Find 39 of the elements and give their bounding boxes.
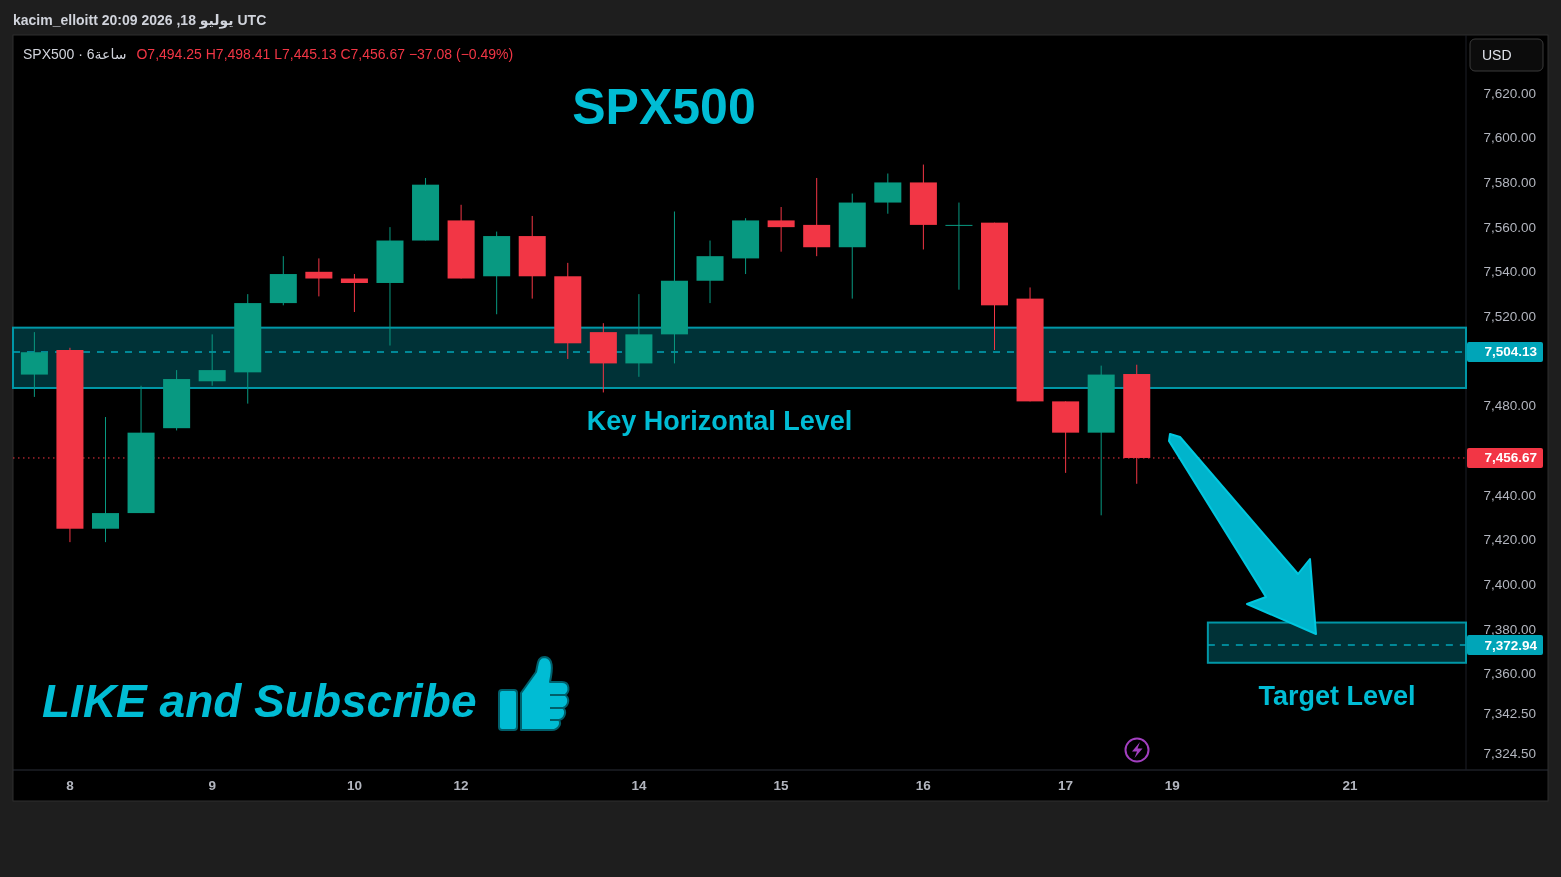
y-tick-label: 7,400.00 (1483, 577, 1536, 593)
annotation: LIKE and Subscribe (42, 675, 477, 727)
candlestick (91, 416, 120, 543)
x-tick-label: 15 (773, 777, 790, 793)
x-tick-label: 9 (208, 777, 216, 793)
y-tick-label: 7,380.00 (1483, 621, 1536, 637)
ref-line-label: 7,456.67 (1484, 450, 1537, 466)
y-tick-label: 7,440.00 (1483, 487, 1536, 503)
x-tick-label: 8 (66, 777, 75, 793)
band-label: Key Horizontal Level (586, 405, 853, 436)
y-axis-title: USD (1482, 47, 1512, 63)
x-tick-label: 12 (453, 777, 469, 793)
candlestick (305, 257, 333, 297)
y-tick-label: 7,540.00 (1483, 264, 1536, 280)
x-tick-label: 14 (631, 777, 647, 793)
y-tick-label: 7,620.00 (1483, 85, 1536, 101)
candlestick (945, 202, 973, 291)
y-tick-label: 7,360.00 (1483, 666, 1536, 682)
ref-line-label: 7,504.13 (1484, 344, 1538, 360)
x-tick-label: 10 (346, 777, 362, 793)
band-label: Target Level (1258, 680, 1416, 711)
y-tick-label: 7,580.00 (1483, 174, 1536, 190)
text: SPX500 · 6ساعة (23, 46, 127, 62)
y-tick-label: 7,342.50 (1483, 705, 1536, 721)
y-tick-label: 7,600.00 (1483, 130, 1536, 146)
x-tick-label: 21 (1342, 777, 1359, 793)
annotation: O7,494.25 H7,498.41 L7,445.13 C7,456.67 −37.08 (−0.49%) (136, 46, 514, 62)
y-tick-label: 7,420.00 (1483, 532, 1536, 548)
y-tick-label: 7,324.50 (1483, 745, 1536, 761)
text: SPX500 (572, 79, 756, 135)
y-tick-label: 7,480.00 (1483, 398, 1536, 414)
x-tick-label: 19 (1164, 777, 1180, 793)
x-tick-label: 17 (1058, 777, 1074, 793)
ref-line-label: 7,372.94 (1484, 637, 1538, 653)
candlestick (767, 206, 795, 253)
y-tick-label: 7,520.00 (1483, 308, 1536, 324)
y-tick-label: 7,560.00 (1483, 219, 1536, 235)
text: kacim_elloitt يوليو 18, 2026 20:09 UTC (13, 12, 267, 29)
x-tick-label: 16 (915, 777, 932, 793)
